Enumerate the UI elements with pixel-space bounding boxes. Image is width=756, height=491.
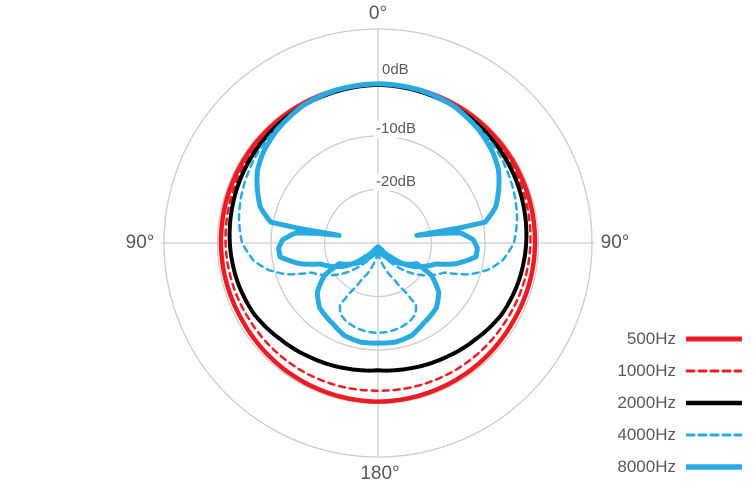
- legend-label-1000hz: 1000Hz: [617, 361, 676, 380]
- legend-line-4000hz-icon: [686, 430, 742, 440]
- legend-line-500hz-icon: [686, 334, 742, 344]
- curve-2000hz: [227, 82, 529, 373]
- legend-label-500hz: 500Hz: [626, 329, 676, 348]
- legend-label-4000hz: 4000Hz: [617, 425, 676, 444]
- legend-item-2000hz: 2000Hz: [617, 387, 742, 419]
- db-label-minus20db: -20dB: [374, 173, 419, 191]
- legend-line-1000hz-icon: [686, 366, 742, 376]
- legend-line-2000hz-icon: [686, 398, 742, 408]
- legend: 500Hz 1000Hz 2000Hz 4000Hz 8000Hz: [617, 323, 742, 483]
- db-label-minus10db: -10dB: [374, 120, 419, 138]
- legend-label-8000hz: 8000Hz: [617, 457, 676, 476]
- angle-label-90-left: 90°: [125, 232, 155, 253]
- legend-item-8000hz: 8000Hz: [617, 451, 742, 483]
- angle-label-0: 0°: [368, 3, 388, 24]
- legend-label-2000hz: 2000Hz: [617, 393, 676, 412]
- legend-line-8000hz-icon: [686, 462, 742, 472]
- legend-item-500hz: 500Hz: [617, 323, 742, 355]
- curve-8000hz: [254, 81, 502, 346]
- curve-500hz: [218, 82, 538, 404]
- db-label-0db: 0dB: [380, 61, 411, 79]
- legend-item-4000hz: 4000Hz: [617, 419, 742, 451]
- legend-item-1000hz: 1000Hz: [617, 355, 742, 387]
- angle-label-180: 180°: [360, 463, 400, 484]
- angle-label-90-right: 90°: [600, 232, 630, 253]
- curve-1000hz: [224, 84, 532, 392]
